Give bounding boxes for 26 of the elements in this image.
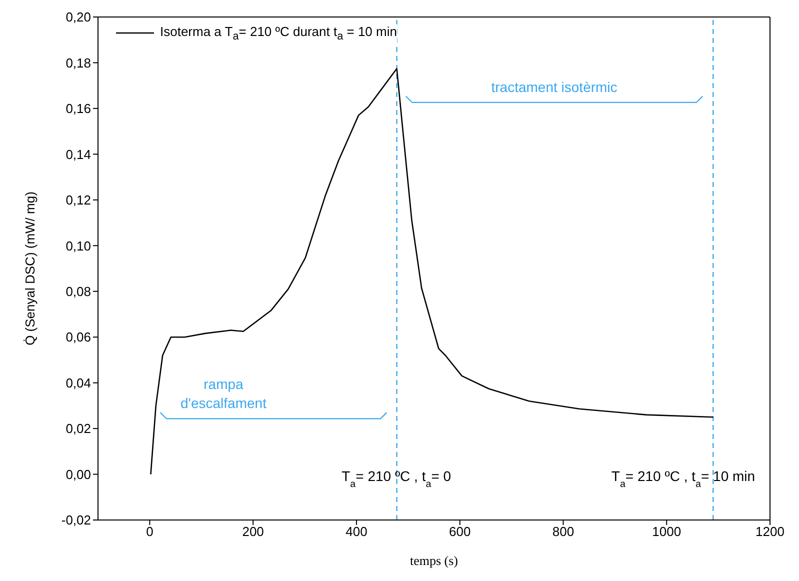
x-tick-label: 800 [552, 524, 574, 540]
x-tick-label: 600 [448, 524, 471, 540]
y-tick-label: 0,04 [66, 375, 91, 390]
y-tick-label: 0,12 [66, 192, 91, 208]
y-tick-label: -0,02 [61, 512, 91, 528]
legend-label: Isoterma a T$_{a}$= 210 ºC durant t$_{a}$ = 10 min [160, 24, 397, 43]
annotation: rampa d'escalfament [180, 376, 267, 412]
y-tick-label: 0,18 [66, 55, 91, 70]
x-tick-label: 200 [242, 524, 264, 540]
x-tick-label: 0 [146, 524, 154, 540]
y-tick-label: 0,10 [66, 238, 91, 254]
x-tick-label: 400 [346, 524, 368, 540]
y-tick-label: 0,08 [66, 284, 91, 299]
y-tick-label: 0,20 [66, 10, 91, 25]
x-tick-label: 1200 [756, 524, 784, 540]
annotation: tractament isotèrmic [491, 78, 618, 95]
x-tick-label: 1000 [652, 524, 682, 540]
y-tick-label: 0,06 [66, 330, 91, 345]
y-tick-label: 0,02 [66, 421, 91, 436]
y-tick-label: 0,16 [66, 101, 91, 116]
y-tick-label: 0,00 [66, 466, 91, 482]
annotation: T$_{a}$= 210 ºC , t$_{a}$= 0 [342, 468, 452, 490]
annotation: T$_{a}$= 210 ºC , t$_{a}$= 10 min [611, 468, 756, 490]
x-axis-title: temps (s) [410, 553, 458, 568]
y-tick-label: 0,14 [66, 146, 91, 162]
y-axis-title: Q̇ (Senyal DSC) (mW/ mg) [22, 192, 38, 346]
